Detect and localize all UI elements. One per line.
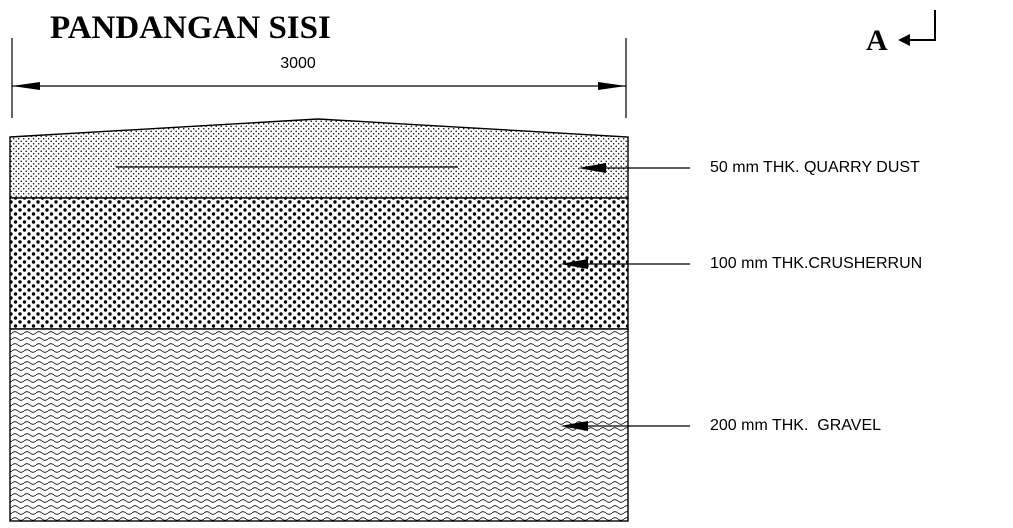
return-arrow-icon <box>898 10 936 46</box>
layer-label-quarry-dust: 50 mm THK. QUARRY DUST <box>710 159 920 176</box>
layer-gravel <box>9 328 629 522</box>
arrowhead-icon <box>598 82 626 90</box>
leader-quarry-dust <box>578 163 690 173</box>
arrowhead-icon <box>560 421 588 431</box>
dimension-value: 3000 <box>280 55 316 72</box>
dimension-line <box>11 38 627 118</box>
layer-label-crusherrun: 100 mm THK.CRUSHERRUN <box>710 255 922 272</box>
arrowhead-icon <box>578 163 606 173</box>
arrowhead-icon <box>12 82 40 90</box>
layer-quarry-dust <box>9 118 629 199</box>
layer-label-gravel: 200 mm THK. GRAVEL <box>710 417 881 434</box>
layer-crusherrun <box>9 197 629 330</box>
leader-crusherrun <box>560 259 690 269</box>
section-marker-label: A <box>866 24 888 57</box>
drawing-title: PANDANGAN SISI <box>50 10 331 46</box>
arrowhead-icon <box>560 259 588 269</box>
leader-gravel <box>560 421 690 431</box>
